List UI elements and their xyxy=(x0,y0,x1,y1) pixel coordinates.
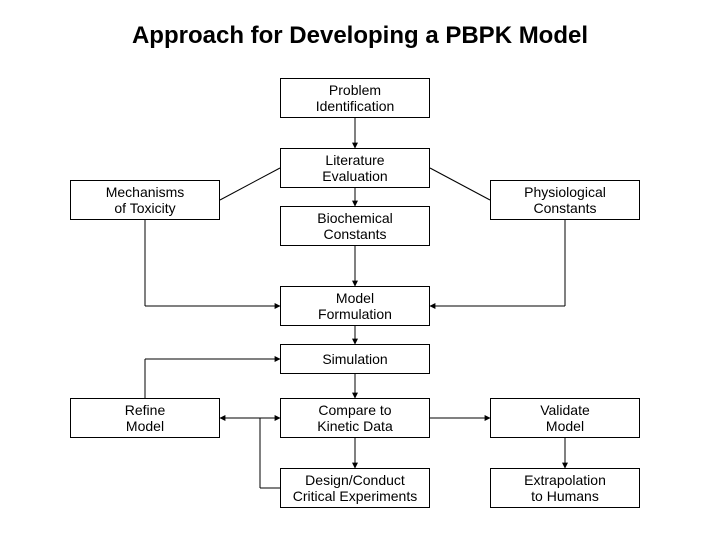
node-validate: ValidateModel xyxy=(490,398,640,438)
node-problem: ProblemIdentification xyxy=(280,78,430,118)
node-design: Design/ConductCritical Experiments xyxy=(280,468,430,508)
node-literature: LiteratureEvaluation xyxy=(280,148,430,188)
flowchart-stage: Approach for Developing a PBPK Model Pro… xyxy=(0,0,720,540)
node-extrap: Extrapolationto Humans xyxy=(490,468,640,508)
node-physio: PhysiologicalConstants xyxy=(490,180,640,220)
node-refine: RefineModel xyxy=(70,398,220,438)
node-formulation: ModelFormulation xyxy=(280,286,430,326)
node-mechanisms: Mechanismsof Toxicity xyxy=(70,180,220,220)
node-compare: Compare toKinetic Data xyxy=(280,398,430,438)
node-simulation: Simulation xyxy=(280,344,430,374)
node-biochem: BiochemicalConstants xyxy=(280,206,430,246)
